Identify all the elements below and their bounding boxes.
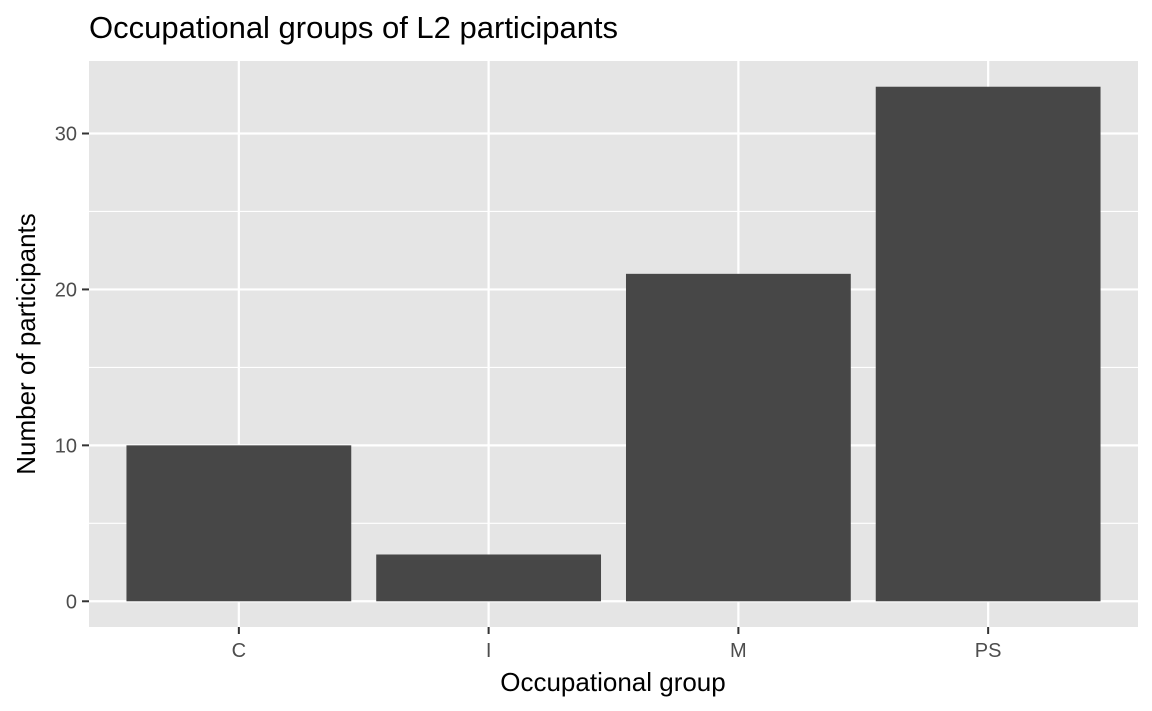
bar-ps bbox=[875, 86, 1101, 602]
bar-i bbox=[376, 554, 602, 602]
y-tick-label: 0 bbox=[66, 591, 77, 613]
x-axis: C I M PS bbox=[232, 627, 1002, 662]
bars bbox=[126, 86, 1101, 602]
x-tick-label: I bbox=[486, 640, 492, 662]
x-axis-title: Occupational group bbox=[500, 667, 725, 697]
bar-c bbox=[126, 445, 352, 602]
y-tick-label: 20 bbox=[55, 279, 77, 301]
chart-title: Occupational groups of L2 participants bbox=[89, 10, 618, 45]
x-tick-label: M bbox=[730, 640, 747, 662]
y-axis: 0 10 20 30 bbox=[55, 124, 89, 613]
bar-m bbox=[625, 273, 851, 602]
y-tick-label: 10 bbox=[55, 435, 77, 457]
x-tick-label: PS bbox=[975, 640, 1002, 662]
y-axis-title: Number of participants bbox=[11, 213, 41, 475]
y-tick-label: 30 bbox=[55, 124, 77, 146]
x-tick-label: C bbox=[232, 640, 246, 662]
